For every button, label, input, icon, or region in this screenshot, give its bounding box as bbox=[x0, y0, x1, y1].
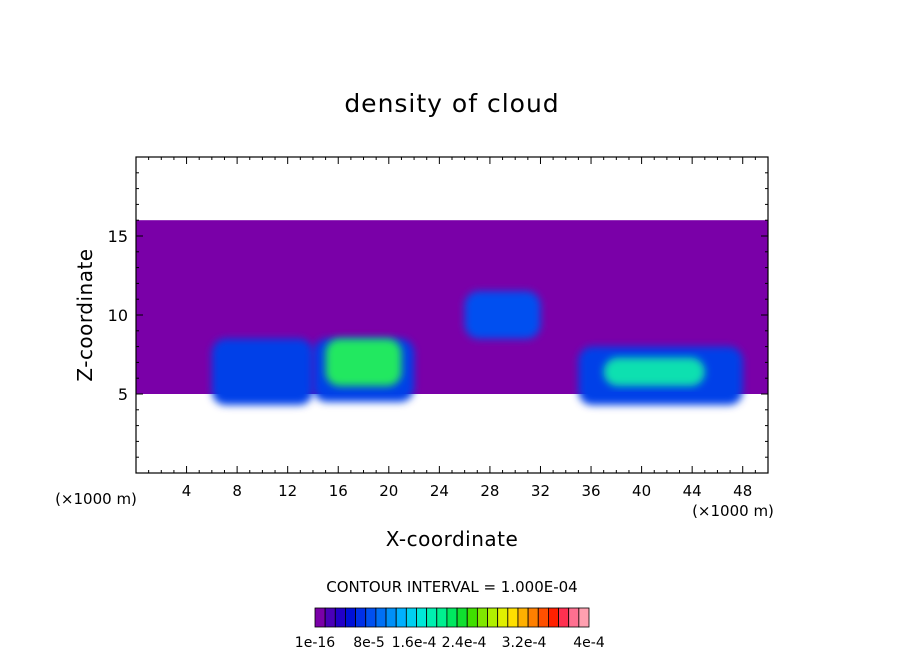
cloud-region bbox=[603, 357, 705, 387]
colorbar-swatch bbox=[395, 607, 407, 628]
colorbar-swatch bbox=[568, 607, 580, 628]
x-tick-label: 8 bbox=[232, 482, 242, 500]
colorbar-swatch bbox=[416, 607, 428, 628]
x-tick-label: 20 bbox=[379, 482, 398, 500]
colorbar-swatch bbox=[507, 607, 519, 628]
colorbar-swatch bbox=[355, 607, 367, 628]
x-tick-label: 32 bbox=[531, 482, 550, 500]
plot-area bbox=[136, 157, 768, 473]
colorbar-label: 1e-16 bbox=[295, 635, 335, 651]
cloud-field bbox=[136, 220, 768, 406]
cloud-region bbox=[325, 338, 402, 387]
x-axis-title: X-coordinate bbox=[386, 527, 519, 551]
colorbar-swatch bbox=[446, 607, 458, 628]
colorbar-swatch bbox=[426, 607, 438, 628]
colorbar-swatch bbox=[578, 607, 590, 628]
colorbar-swatch bbox=[324, 607, 336, 628]
x-unit-label-right: (×1000 m) bbox=[692, 502, 774, 520]
y-tick-label: 10 bbox=[108, 306, 128, 325]
y-tick-label: 5 bbox=[118, 385, 128, 404]
colorbar-swatch bbox=[314, 607, 326, 628]
y-axis-ticks: 5 10 15 bbox=[108, 172, 768, 458]
colorbar-label: 3.2e-4 bbox=[502, 635, 547, 651]
colorbar-swatch bbox=[548, 607, 559, 628]
y-axis-title: Z-coordinate bbox=[73, 248, 97, 381]
colorbar-swatch bbox=[334, 607, 346, 628]
colorbar-swatch bbox=[517, 607, 529, 628]
x-tick-label: 48 bbox=[733, 482, 752, 500]
colorbar-swatch bbox=[466, 607, 478, 628]
cloud-region bbox=[464, 291, 541, 339]
colorbar-swatch bbox=[405, 607, 417, 628]
colorbar-swatch bbox=[487, 607, 499, 628]
y-tick-label: 15 bbox=[108, 227, 128, 246]
colorbar-swatch bbox=[456, 607, 468, 628]
contour-interval-text: CONTOUR INTERVAL = 1.000E-04 bbox=[326, 578, 577, 596]
colorbar-swatch bbox=[476, 607, 488, 628]
colorbar-swatch bbox=[537, 607, 549, 628]
colorbar-swatch bbox=[527, 607, 539, 628]
x-axis-ticks: 4 8 12 16 20 24 28 32 36 40 44 48 bbox=[148, 157, 756, 500]
colorbar-swatch bbox=[497, 607, 509, 628]
colorbar-swatch bbox=[375, 607, 387, 628]
x-tick-label: 36 bbox=[581, 482, 600, 500]
colorbar-swatch bbox=[436, 607, 448, 628]
colorbar-swatch bbox=[345, 607, 356, 628]
chart-title: density of cloud bbox=[344, 89, 559, 118]
colorbar bbox=[314, 607, 590, 628]
cloud-region bbox=[211, 338, 313, 406]
colorbar-label: 4e-4 bbox=[573, 635, 605, 651]
x-tick-label: 40 bbox=[632, 482, 651, 500]
colorbar-label: 1.6e-4 bbox=[392, 635, 437, 651]
x-tick-label: 12 bbox=[278, 482, 297, 500]
x-tick-label: 24 bbox=[430, 482, 449, 500]
x-tick-label: 16 bbox=[329, 482, 348, 500]
x-tick-label: 28 bbox=[480, 482, 499, 500]
colorbar-label: 2.4e-4 bbox=[442, 635, 487, 651]
colorbar-swatch bbox=[365, 607, 377, 628]
colorbar-label: 8e-5 bbox=[353, 635, 384, 651]
x-unit-label-left: (×1000 m) bbox=[55, 490, 137, 508]
x-tick-label: 4 bbox=[182, 482, 192, 500]
x-tick-label: 44 bbox=[683, 482, 702, 500]
colorbar-swatch bbox=[385, 607, 397, 628]
colorbar-swatch bbox=[558, 607, 570, 628]
colorbar-labels: 1e-16 8e-5 1.6e-4 2.4e-4 3.2e-4 4e-4 bbox=[295, 635, 605, 651]
